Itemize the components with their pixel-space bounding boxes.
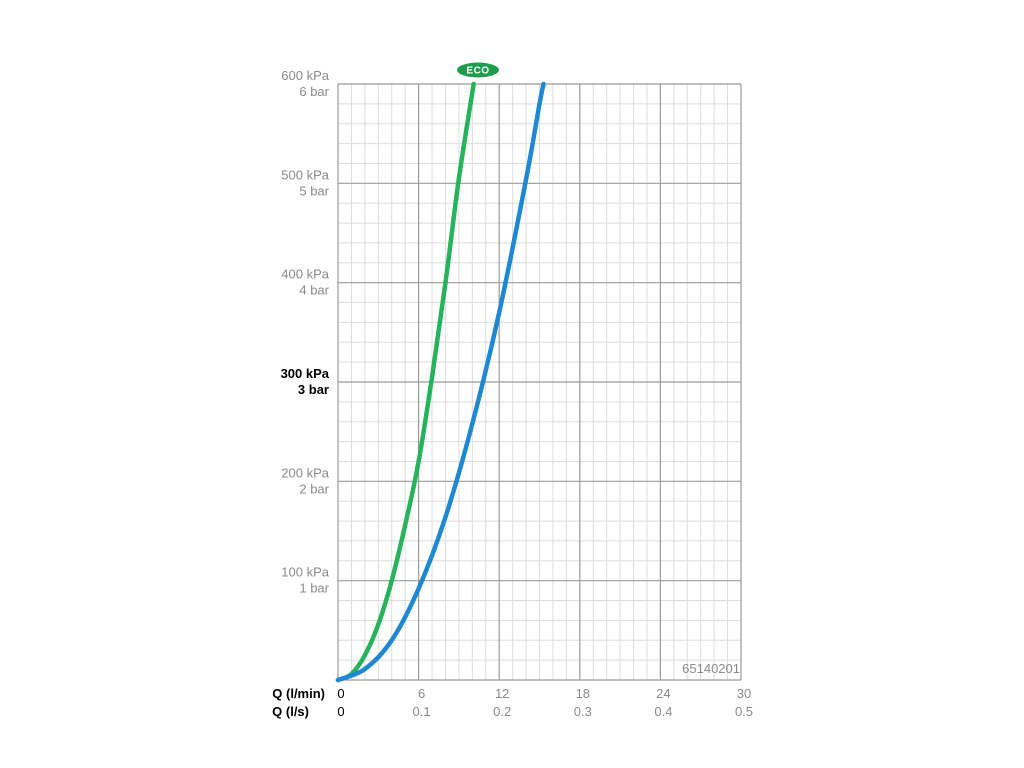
chart-grid [337, 83, 742, 681]
y-tick-label-bar: 2 bar [299, 481, 329, 496]
eco-badge: ECO [457, 62, 499, 78]
x-tick-label-ls: 0.4 [654, 704, 672, 719]
y-tick-label-bar: 5 bar [299, 183, 329, 198]
y-tick-label-kpa: 500 kPa [281, 167, 329, 182]
x-tick-label-lmin: 6 [418, 686, 425, 701]
x-tick-label-lmin: 12 [495, 686, 509, 701]
y-tick-label-kpa: 200 kPa [281, 465, 329, 480]
y-tick-label-kpa: 100 kPa [281, 565, 329, 580]
chart-curves [335, 81, 546, 683]
y-tick-label-kpa: 600 kPa [281, 68, 329, 83]
x-axis-labels: 0 0 6 0.1 12 0.2 18 0.3 24 0.4 30 0.5 [337, 686, 753, 719]
product-code-label: 65140201 [682, 661, 740, 676]
standard-curve [335, 81, 546, 683]
y-tick-label-kpa: 400 kPa [281, 267, 329, 282]
x-axis-name-primary: Q (l/min) [272, 686, 325, 701]
y-tick-label-bar: 3 bar [298, 382, 329, 397]
eco-badge-label: ECO [466, 66, 489, 77]
x-tick-label-ls: 0.5 [735, 704, 753, 719]
x-tick-label-lmin: 18 [576, 686, 590, 701]
x-tick-label-lmin: 24 [656, 686, 670, 701]
x-tick-label-ls: 0.3 [574, 704, 592, 719]
y-tick-label-bar: 4 bar [299, 283, 329, 298]
x-tick-label-ls: 0.2 [493, 704, 511, 719]
eco-curve [335, 81, 476, 683]
x-axis-name-secondary: Q (l/s) [272, 704, 309, 719]
x-tick-label-ls: 0 [337, 704, 344, 719]
y-tick-label-bar: 1 bar [299, 581, 329, 596]
x-tick-label-lmin: 30 [737, 686, 751, 701]
y-tick-label-kpa: 300 kPa [281, 366, 330, 381]
x-tick-label-lmin: 0 [337, 686, 344, 701]
y-tick-label-bar: 6 bar [299, 84, 329, 99]
x-tick-label-ls: 0.1 [413, 704, 431, 719]
eco-badge-shape [457, 62, 499, 78]
